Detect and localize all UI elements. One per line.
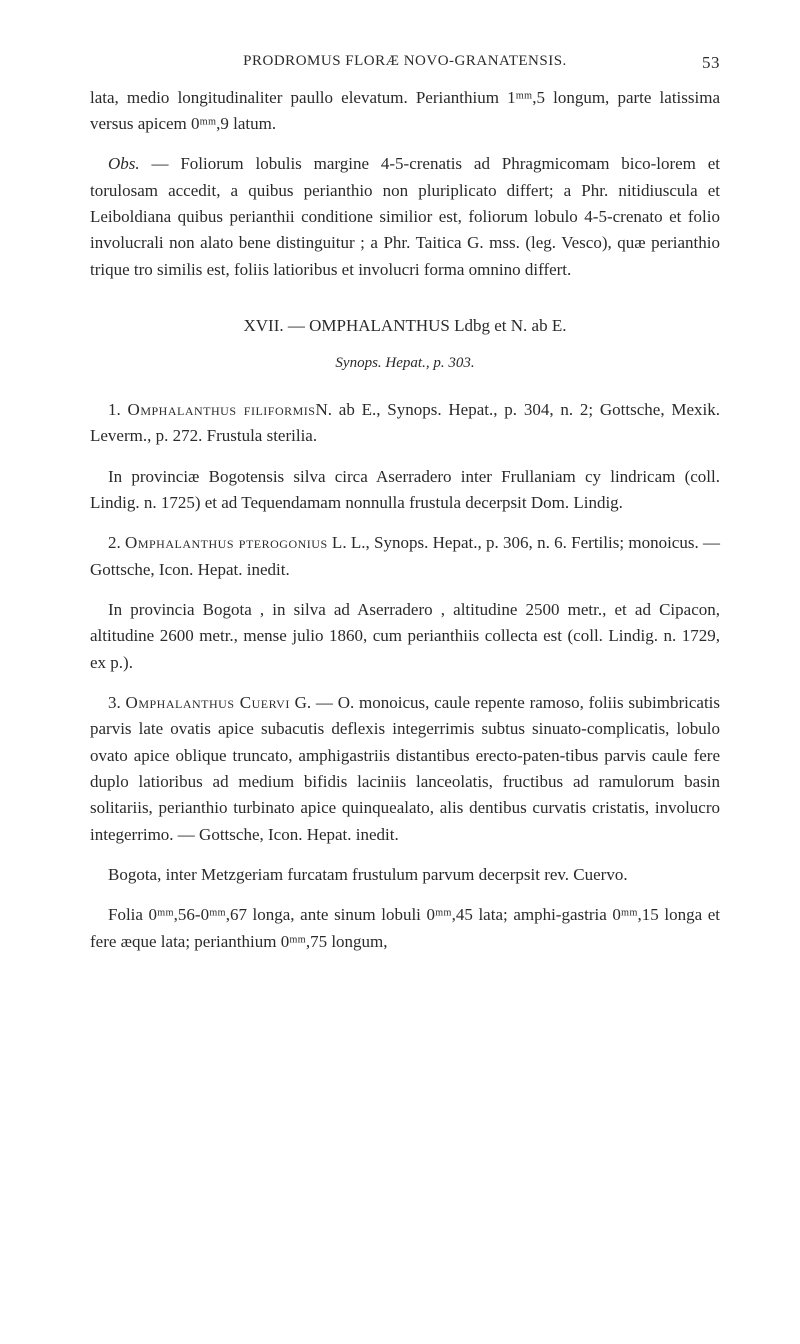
entry-2-name: Omphalanthus pterogonius: [125, 533, 328, 552]
entry-3: 3. Omphalanthus Cuervi G. — O. monoicus,…: [90, 690, 720, 848]
entry-3-name: Omphalanthus Cuervi: [126, 693, 290, 712]
running-header: PRODROMUS FLORÆ NOVO-GRANATENSIS. 53: [90, 50, 720, 73]
entry-2-num: 2.: [108, 533, 125, 552]
entry-2-desc: In provincia Bogota , in silva ad Aserra…: [90, 597, 720, 676]
page-number: 53: [702, 50, 720, 76]
entry-3-desc-2: Folia 0ᵐᵐ,56-0ᵐᵐ,67 longa, ante sinum lo…: [90, 902, 720, 955]
section-number: XVII.: [244, 316, 284, 335]
entry-3-desc-1: Bogota, inter Metzgeriam furcatam frustu…: [90, 862, 720, 888]
paragraph-1: lata, medio longitudinaliter paullo elev…: [90, 85, 720, 138]
section-heading: XVII. — OMPHALANTHUS Ldbg et N. ab E.: [90, 313, 720, 339]
entry-2: 2. Omphalanthus pterogonius L. L., Synop…: [90, 530, 720, 583]
section-subheading: Synops. Hepat., p. 303.: [90, 352, 720, 375]
entry-3-rest: G. — O. monoicus, caule repente ramoso, …: [90, 693, 720, 844]
section-title: — OMPHALANTHUS Ldbg et N. ab E.: [284, 316, 567, 335]
obs-text: — Foliorum lobulis margine 4-5-crenatis …: [90, 154, 720, 278]
entry-1: 1. Omphalanthus filiformisN. ab E., Syno…: [90, 397, 720, 450]
entry-1-name: Omphalanthus filiformis: [128, 400, 316, 419]
header-title: PRODROMUS FLORÆ NOVO-GRANATENSIS.: [243, 53, 567, 69]
paragraph-obs: Obs. — Foliorum lobulis margine 4-5-cren…: [90, 151, 720, 283]
entry-3-num: 3.: [108, 693, 126, 712]
entry-1-num: 1.: [108, 400, 128, 419]
page-content: PRODROMUS FLORÆ NOVO-GRANATENSIS. 53 lat…: [0, 0, 800, 1019]
entry-1-desc: In provinciæ Bogotensis silva circa Aser…: [90, 464, 720, 517]
obs-label: Obs.: [108, 154, 140, 173]
